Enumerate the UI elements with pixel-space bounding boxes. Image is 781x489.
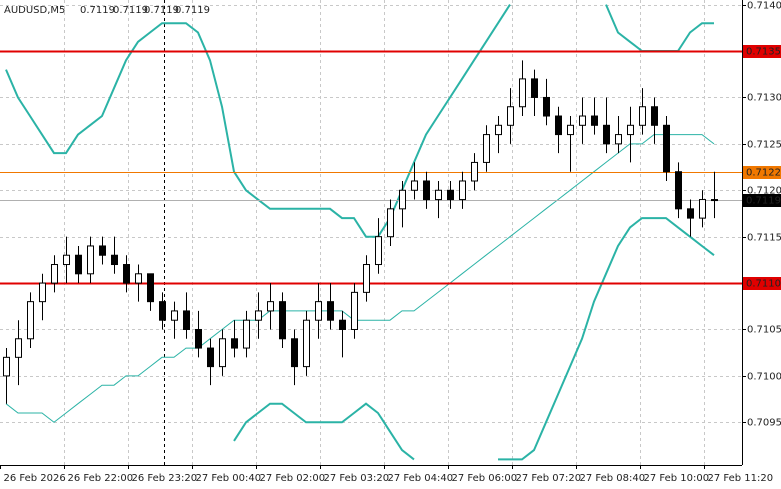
x-tick-label: 27 Feb 07:20 [516,473,582,484]
candle-body [111,254,118,266]
candle-body [219,338,226,368]
x-tick-label: 26 Feb 22:00 [68,473,134,484]
candle-body [375,236,382,266]
candle-body [411,180,418,191]
candle-body [39,282,46,303]
candle-body [75,254,82,275]
candle-body [267,301,274,312]
y-tick-label: 0.7140 [747,1,781,12]
ohlc-close: 0.7119 [175,5,210,16]
candle-body [639,106,646,126]
y-tick-label: 0.7115 [747,233,781,244]
candle-body [483,134,490,163]
band-line [498,217,715,461]
candle-body [459,180,466,201]
candle-body [543,96,550,117]
level-label-box [743,45,781,58]
x-tick-label: 26 Feb 2026 [4,473,66,484]
level-label-box [743,277,781,290]
y-tick-label: 0.7100 [747,372,781,383]
candle-body [195,328,202,349]
candle-body [315,301,322,321]
candle-body [99,245,106,256]
x-tick-label: 27 Feb 08:40 [580,473,646,484]
candle-body [531,78,538,98]
candle-body [651,106,658,126]
candle-body [159,301,166,321]
candle-body [243,319,250,349]
candle-body [207,347,214,368]
candle-body [675,171,682,210]
candle-body [327,301,334,321]
candle-body [663,124,670,173]
candle-body [183,310,190,330]
x-tick-label: 27 Feb 00:40 [196,473,262,484]
candle-body [135,273,142,284]
candle-body [3,356,10,377]
candle-body [147,273,154,303]
ohlc-low: 0.7119 [144,5,179,16]
candle-body [27,301,34,340]
level-label-box [743,194,781,207]
candle-body [399,189,406,210]
candle-body [387,208,394,238]
x-tick-label: 27 Feb 02:00 [260,473,326,484]
y-tick-label: 0.7105 [747,325,781,336]
y-tick-label: 0.7130 [747,93,781,104]
candle-body [471,161,478,182]
candle-body [555,115,562,136]
candle-body [603,124,610,145]
level-label-box [743,166,781,179]
y-tick-label: 0.7120 [747,186,781,197]
candle-body [123,264,130,284]
level-label: 0.7110 [746,279,781,290]
ohlc-high: 0.7119 [113,5,148,16]
candle-body [63,254,70,266]
candle-body [615,134,622,145]
candle-body [51,264,58,284]
candle-body [15,338,22,358]
plot-area [0,0,742,465]
candle-body [567,124,574,136]
band-line [5,134,715,423]
candle-body [363,264,370,293]
candle-body [591,115,598,126]
ohlc-open: 0.7119 [80,5,115,16]
candle-body [687,208,694,219]
band-line [233,402,415,461]
candle-body [507,106,514,126]
y-tick-label: 0.7125 [747,140,781,151]
x-tick-label: 27 Feb 06:00 [452,473,518,484]
level-label: 0.7135 [746,47,781,58]
candle-body [351,291,358,330]
candle-body [291,338,298,368]
candle-body [423,180,430,201]
candle-body [579,115,586,126]
x-tick-label: 27 Feb 04:40 [388,473,454,484]
candle-body [699,199,706,219]
candle-body [279,301,286,340]
x-tick-label: 26 Feb 23:20 [132,473,198,484]
candle-body [495,124,502,136]
x-tick-label: 27 Feb 03:20 [324,473,390,484]
candle-body [87,245,94,275]
candle-body [711,199,718,202]
candle-body [303,319,310,368]
candle-body [231,338,238,349]
symbol: AUDUSD,M5 [4,5,65,16]
candle-body [519,78,526,108]
x-tick-label: 27 Feb 10:00 [644,473,710,484]
level-label: 0.7119 [746,196,781,207]
band-line [5,4,511,238]
x-tick-label: 27 Feb 11:20 [708,473,774,484]
candle-body [339,319,346,330]
candle-body [447,189,454,201]
candle-body [435,189,442,201]
candle-body [627,124,634,136]
candle-body [171,310,178,321]
y-tick-label: 0.7095 [747,418,781,429]
candle-body [255,310,262,321]
level-label: 0.7122 [746,168,781,179]
